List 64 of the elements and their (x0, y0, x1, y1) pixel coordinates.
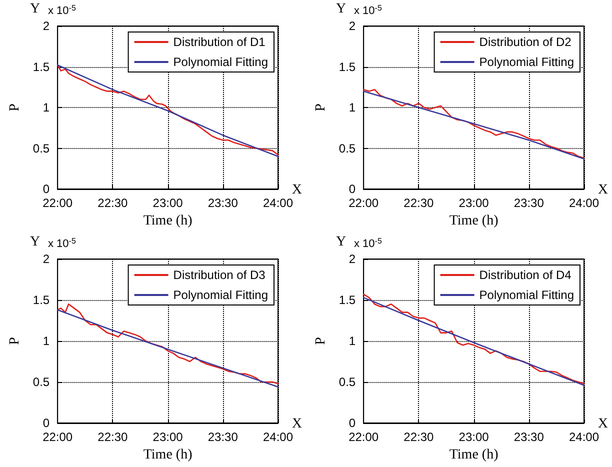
y-tick-label: 0 (42, 182, 50, 196)
y-tick-label: 0.5 (32, 375, 50, 389)
legend-label: Distribution of D1 (173, 35, 266, 49)
y-tick-label: 2 (42, 252, 50, 266)
y-tick-label: 0.5 (338, 375, 356, 389)
legend-label: Distribution of D3 (173, 268, 266, 282)
x-tick-label: 23:00 (458, 430, 490, 444)
y-axis-title: P (314, 103, 328, 112)
y-tick-label: 0.5 (338, 141, 356, 156)
x-axis-title: Time (h) (143, 213, 193, 228)
y-tick-label: 0 (348, 416, 356, 430)
x-tick-label: 24:00 (568, 430, 600, 444)
x-axis-title: Time (h) (449, 447, 499, 462)
x-tick-label: 22:00 (42, 430, 73, 444)
y-tick-label: 2 (42, 19, 50, 33)
y-tick-label: 1 (42, 100, 50, 114)
x-tick-label: 22:30 (404, 430, 434, 444)
text: X (292, 416, 302, 432)
y-axis-title: P (8, 103, 22, 112)
text: Y (336, 2, 346, 16)
y-tick-label: 1.5 (32, 293, 50, 307)
y-tick-label: 1.5 (32, 60, 50, 74)
x-tick-label: 23:00 (152, 196, 184, 210)
legend-label: Polynomial Fitting (173, 55, 268, 69)
legend-label: Polynomial Fitting (479, 55, 574, 69)
x-tick-label: 24:00 (568, 196, 600, 210)
text: Y (30, 2, 40, 16)
y-tick-label: 2 (348, 252, 356, 266)
legend-label: Polynomial Fitting (173, 288, 268, 302)
x-axis-title: Time (h) (449, 213, 499, 228)
x-tick-label: 22:00 (42, 196, 73, 210)
y-axis-title: P (314, 336, 328, 345)
y-tick-label: 2 (348, 19, 356, 33)
x-tick-label: 22:30 (98, 430, 128, 444)
x-axis-title: Time (h) (143, 447, 193, 462)
text: Y (336, 234, 346, 250)
text: Y (30, 234, 40, 250)
y-tick-label: 0 (42, 416, 50, 430)
x-tick-label: 24:00 (262, 430, 294, 444)
y-tick-label: 1.5 (338, 60, 356, 74)
x-tick-label: 23:30 (514, 430, 544, 444)
x-tick-label: 22:00 (348, 430, 379, 444)
x-tick-label: 22:30 (404, 196, 434, 210)
legend-label: Polynomial Fitting (479, 288, 574, 302)
y-tick-label: 1 (348, 100, 356, 114)
y-tick-label: 1 (42, 334, 50, 348)
x-tick-label: 23:30 (514, 196, 544, 210)
x-tick-label: 22:30 (98, 196, 128, 210)
x-tick-label: 23:00 (458, 196, 490, 210)
text: X (292, 182, 302, 198)
legend-label: Distribution of D2 (479, 35, 572, 49)
y-tick-label: 0.5 (32, 141, 50, 156)
x-tick-label: 22:00 (348, 196, 379, 210)
y-axis-title: P (8, 336, 22, 345)
y-tick-label: 1.5 (338, 293, 356, 307)
legend-label: Distribution of D4 (479, 268, 572, 282)
x-tick-label: 23:30 (208, 430, 238, 444)
x-tick-label: 24:00 (262, 196, 294, 210)
text: X (598, 416, 608, 432)
y-tick-label: 0 (348, 182, 356, 196)
y-tick-label: 1 (348, 334, 356, 348)
x-tick-label: 23:00 (152, 430, 184, 444)
x-tick-label: 23:30 (208, 196, 238, 210)
text: X (598, 182, 608, 198)
